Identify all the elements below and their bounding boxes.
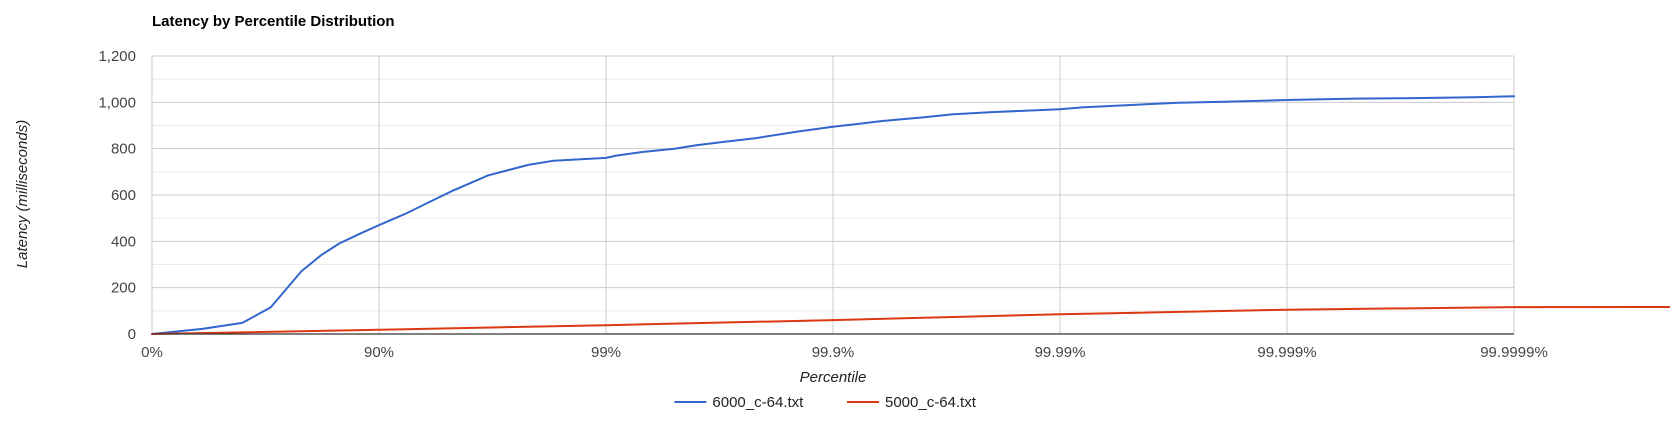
gridlines xyxy=(151,55,1515,334)
series-line-1 xyxy=(151,95,1515,335)
series-line-2 xyxy=(151,305,1670,335)
axes: 0 200 400 600 800 1,000 1,200 0% 90% 99% 99.9% 99.9… xyxy=(98,48,1547,361)
x-tick-label: 99.99% xyxy=(1035,344,1086,361)
y-tick-label: 400 xyxy=(111,233,136,250)
chart-title: Latency by Percentile Distribution xyxy=(152,13,395,30)
legend-label: 5000_c-64.txt xyxy=(885,394,977,411)
x-tick-label: 0% xyxy=(141,344,163,361)
x-tick-label: 99.9999% xyxy=(1480,344,1548,361)
x-tick-label: 99% xyxy=(591,344,621,361)
x-axis-title: Percentile xyxy=(800,369,867,386)
y-tick-label: 600 xyxy=(111,187,136,204)
legend-item-1: 6000_c-64.txt xyxy=(674,394,804,411)
y-axis-title: Latency (milliseconds) xyxy=(14,120,31,268)
x-tick-label: 99.9% xyxy=(812,344,855,361)
y-tick-label: 1,000 xyxy=(98,94,136,111)
legend-item-2: 5000_c-64.txt xyxy=(847,394,977,411)
legend-label: 6000_c-64.txt xyxy=(712,394,804,411)
legend: 6000_c-64.txt 5000_c-64.txt xyxy=(674,394,977,411)
y-tick-label: 800 xyxy=(111,141,136,158)
y-tick-label: 1,200 xyxy=(98,48,136,65)
y-tick-label: 0 xyxy=(128,326,136,343)
series-layer xyxy=(151,95,1670,335)
y-tick-label: 200 xyxy=(111,280,136,297)
x-tick-label: 99.999% xyxy=(1257,344,1316,361)
x-tick-label: 90% xyxy=(364,344,394,361)
